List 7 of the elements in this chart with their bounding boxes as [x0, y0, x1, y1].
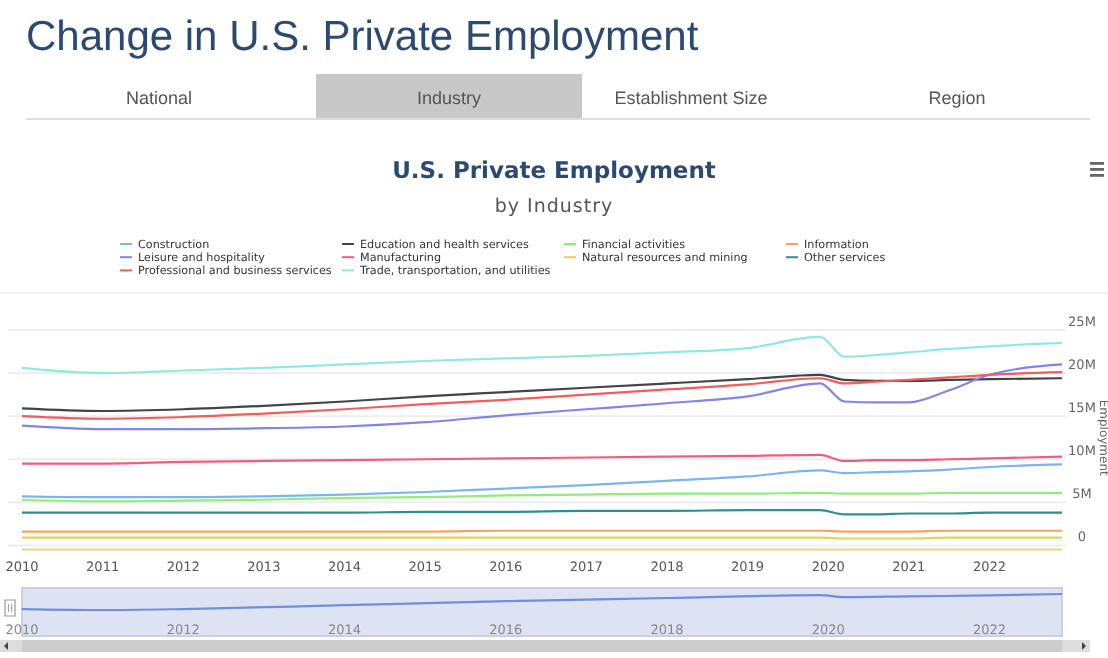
text: National	[125, 88, 193, 108]
text: Industry	[416, 88, 483, 108]
chart-subtitle: by Industry	[494, 196, 614, 218]
text: Region	[928, 88, 986, 108]
text: Establishment Size	[614, 88, 768, 108]
chart-title: U.S. Private Employment	[392, 156, 717, 184]
text: Change in U.S. Private Employment	[26, 14, 699, 60]
